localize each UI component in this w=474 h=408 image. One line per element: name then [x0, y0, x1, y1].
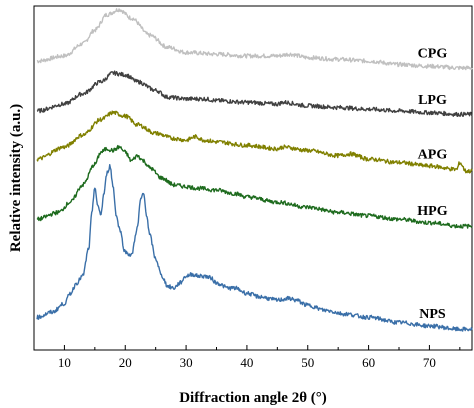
plot-frame [33, 5, 473, 351]
series-line-cpg [36, 8, 473, 71]
series-layer [36, 8, 473, 332]
x-axis-title: Diffraction angle 2θ (°) [179, 390, 327, 406]
x-tick-label: 10 [58, 355, 71, 370]
x-tick-label: 30 [180, 355, 193, 370]
series-label-lpg: LPG [418, 93, 447, 108]
series-line-apg [36, 110, 473, 174]
x-tick-label: 40 [240, 355, 253, 370]
x-tick-label: 70 [423, 355, 436, 370]
series-label-nps: NPS [419, 307, 446, 322]
series-line-hpg [36, 144, 473, 229]
x-tick-label: 20 [119, 355, 132, 370]
series-line-nps [36, 164, 473, 332]
x-axis: 10 20 30 40 50 60 70 [33, 345, 461, 370]
x-tick-label: 60 [362, 355, 375, 370]
series-label-hpg: HPG [417, 204, 447, 219]
y-axis-title: Relative intensity (a.u.) [8, 104, 24, 252]
series-line-lpg [36, 70, 473, 117]
series-label-apg: APG [418, 148, 448, 163]
series-label-layer: CPG LPG APG HPG NPS [417, 46, 447, 322]
x-tick-label: 50 [301, 355, 314, 370]
series-label-cpg: CPG [418, 46, 448, 61]
